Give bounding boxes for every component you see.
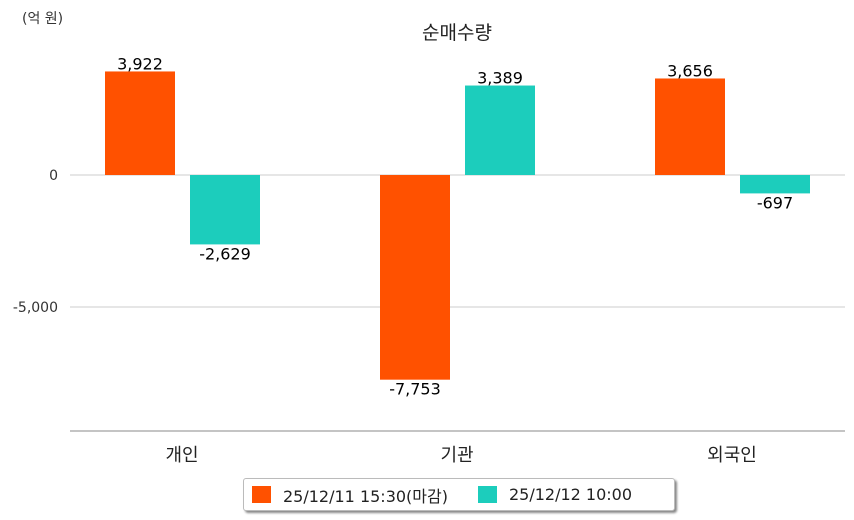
bar xyxy=(465,85,535,175)
data-label: 3,922 xyxy=(117,54,163,73)
bar xyxy=(190,175,260,245)
y-tick-label: 0 xyxy=(49,168,58,184)
x-tick-label: 기관 xyxy=(440,445,473,466)
data-label: -2,629 xyxy=(199,244,251,263)
x-tick-label: 개인 xyxy=(165,445,198,466)
bar xyxy=(105,71,175,175)
data-label: 3,656 xyxy=(667,61,713,80)
data-label: -697 xyxy=(757,193,793,212)
chart-title: 순매수량 xyxy=(422,22,492,44)
data-label: 3,389 xyxy=(477,69,523,88)
legend-item-series-1[interactable]: 25/12/11 15:30(마감) xyxy=(252,483,448,507)
x-tick-label: 외국인 xyxy=(707,445,757,466)
data-label: -7,753 xyxy=(389,380,441,399)
legend-label: 25/12/11 15:30(마감) xyxy=(283,486,448,506)
y-axis-unit: (억 원) xyxy=(22,11,64,27)
y-tick-label: -5,000 xyxy=(13,300,58,316)
bar xyxy=(655,78,725,175)
legend-label: 25/12/12 10:00 xyxy=(508,485,633,504)
bar xyxy=(740,175,810,194)
legend-swatch xyxy=(477,486,497,503)
bar xyxy=(380,175,450,380)
legend-item-series-2[interactable]: 25/12/12 10:00 xyxy=(477,485,633,504)
legend-swatch xyxy=(252,486,271,503)
chart-plot: 0 -5,000 개인 3,922 -2,629 기관 -7,753 3,389 외국인 3,65… xyxy=(13,54,845,466)
legend: 25/12/11 15:30(마감) 25/12/12 10:00 xyxy=(243,478,675,511)
